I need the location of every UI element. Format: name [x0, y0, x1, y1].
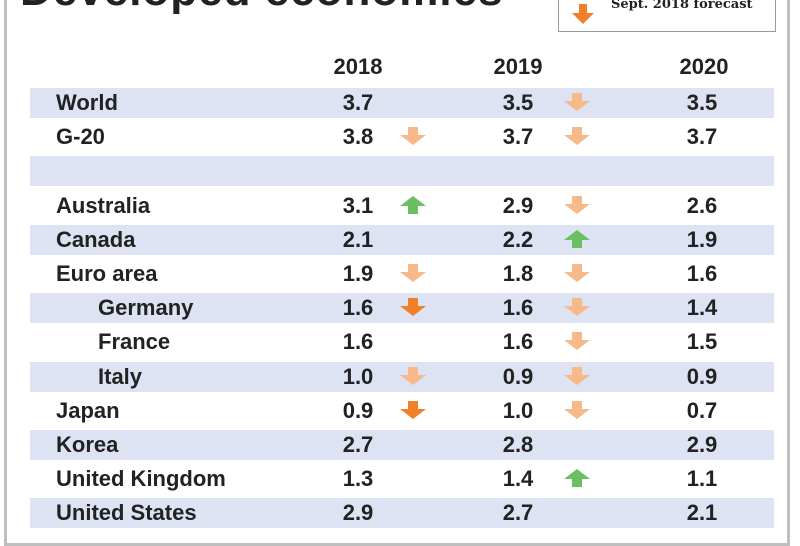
down-arrow-icon — [564, 127, 590, 146]
value-2018: 1.0 — [342, 363, 374, 389]
value-2019: 3.7 — [502, 124, 534, 150]
value-2019: 1.6 — [502, 329, 534, 355]
row-label: Italy — [98, 363, 143, 389]
value-2018: 1.6 — [342, 329, 374, 355]
value-2020: 1.4 — [686, 295, 718, 321]
legend-label: Sept. 2018 forecast — [611, 0, 753, 12]
table-row — [0, 154, 800, 188]
value-2020: 1.6 — [686, 261, 718, 286]
row-band — [30, 156, 774, 187]
value-2020: 2.9 — [686, 432, 718, 457]
value-2018: 1.6 — [342, 295, 374, 321]
value-2020: 0.9 — [686, 363, 718, 389]
up-arrow-icon — [400, 195, 426, 214]
table-row: G-20 3.8 3.7 3.7 — [0, 120, 800, 154]
row-label: Japan — [56, 397, 120, 423]
value-2018: 1.3 — [342, 466, 374, 492]
value-2019: 2.2 — [502, 226, 534, 252]
column-header-2020: 2020 — [679, 54, 729, 79]
column-header-2018: 2018 — [333, 54, 383, 79]
down-arrow-strong-icon — [400, 400, 426, 419]
value-2020: 0.7 — [686, 397, 718, 423]
row-band — [30, 293, 774, 324]
down-arrow-icon — [564, 400, 590, 419]
value-2020: 2.1 — [686, 500, 718, 526]
row-label: Australia — [56, 192, 151, 218]
table-row: Italy 1.0 0.9 0.9 — [0, 360, 800, 394]
value-2019: 2.8 — [502, 432, 534, 457]
table-row: Euro area 1.9 1.8 1.6 — [0, 257, 800, 291]
row-label: France — [98, 329, 171, 355]
page-title: Developed economies — [20, 0, 504, 16]
down-arrow-strong-icon — [400, 298, 426, 317]
down-arrow-icon — [400, 127, 426, 146]
value-2020: 3.5 — [686, 90, 718, 115]
row-label: United States — [56, 500, 197, 526]
value-2018: 3.7 — [342, 90, 374, 115]
table-row: Korea 2.7 2.8 2.9 — [0, 428, 800, 462]
value-2020: 1.5 — [686, 329, 718, 355]
value-2019: 1.4 — [502, 466, 534, 492]
value-2020: 1.1 — [686, 466, 718, 492]
row-band — [30, 361, 774, 392]
table-row: Japan 0.9 1.0 0.7 — [0, 394, 800, 428]
down-arrow-icon — [564, 298, 590, 317]
column-header-2019: 2019 — [493, 54, 543, 79]
down-arrow-icon — [400, 264, 426, 282]
row-label: World — [56, 90, 118, 115]
value-2019: 1.6 — [502, 295, 534, 321]
value-2018: 1.9 — [342, 261, 374, 286]
down-arrow-icon — [564, 332, 590, 351]
down-arrow-icon — [572, 4, 594, 24]
value-2018: 0.9 — [342, 397, 374, 423]
row-label: Euro area — [56, 261, 158, 286]
row-band — [30, 498, 774, 529]
row-band — [30, 224, 774, 255]
row-band — [30, 430, 774, 460]
table-row: France 1.6 1.6 1.5 — [0, 325, 800, 359]
table-row: Canada 2.1 2.2 1.9 — [0, 223, 800, 257]
down-arrow-icon — [400, 366, 426, 385]
table-row: United States 2.9 2.7 2.1 — [0, 496, 800, 530]
row-label: Germany — [98, 295, 194, 321]
value-2020: 2.6 — [686, 192, 718, 218]
up-arrow-icon — [564, 229, 590, 248]
value-2020: 3.7 — [686, 124, 718, 150]
row-label: United Kingdom — [56, 466, 226, 492]
value-2019: 2.7 — [502, 500, 534, 526]
value-2019: 2.9 — [502, 192, 534, 218]
down-arrow-icon — [564, 93, 590, 111]
value-2020: 1.9 — [686, 226, 718, 252]
value-2018: 2.9 — [342, 500, 374, 526]
row-label: Korea — [56, 432, 119, 457]
value-2019: 0.9 — [502, 363, 534, 389]
down-arrow-icon — [564, 366, 590, 385]
down-arrow-icon — [564, 264, 590, 282]
value-2019: 1.0 — [502, 397, 534, 423]
value-2018: 3.8 — [342, 124, 374, 150]
legend: Sept. 2018 forecast — [558, 0, 776, 32]
row-label: Canada — [56, 226, 136, 252]
value-2018: 2.7 — [342, 432, 374, 457]
row-label: G-20 — [56, 124, 105, 150]
value-2019: 1.8 — [502, 261, 534, 286]
table-row: Australia 3.1 2.9 2.6 — [0, 189, 800, 223]
value-2019: 3.5 — [502, 90, 534, 115]
down-arrow-icon — [564, 195, 590, 214]
value-2018: 2.1 — [342, 226, 374, 252]
table-row: Germany 1.6 1.6 1.4 — [0, 291, 800, 325]
row-band — [30, 88, 774, 118]
up-arrow-icon — [564, 469, 590, 488]
table-row: United Kingdom 1.3 1.4 1.1 — [0, 462, 800, 496]
value-2018: 3.1 — [342, 192, 374, 218]
table-row: World 3.7 3.5 3.5 — [0, 86, 800, 120]
